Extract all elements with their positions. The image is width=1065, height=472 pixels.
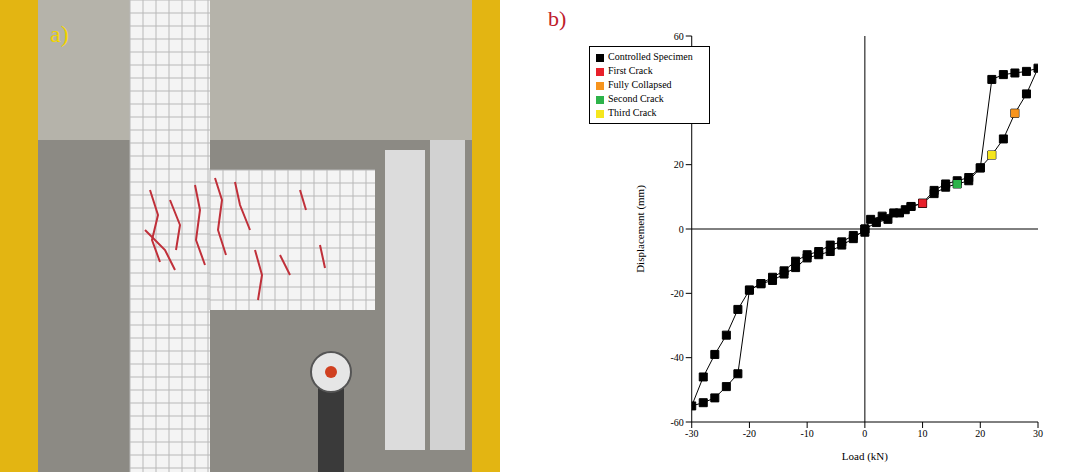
svg-text:-20: -20	[743, 428, 756, 439]
svg-text:40: 40	[674, 95, 684, 106]
svg-text:-60: -60	[670, 417, 683, 428]
svg-text:Load (kN): Load (kN)	[842, 450, 888, 463]
svg-text:60: 60	[674, 31, 684, 42]
html-text:Controlled Specimen: Controlled Specimen	[608, 51, 693, 62]
svg-text:-40: -40	[670, 352, 683, 363]
html-text:Fully Collapsed: Fully Collapsed	[608, 79, 672, 90]
html-text:First Crack: First Crack	[608, 65, 653, 76]
svg-text:20: 20	[674, 159, 684, 170]
svg-text:Displacement (mm): Displacement (mm)	[634, 185, 647, 273]
svg-text:-30: -30	[685, 428, 698, 439]
html-text:b): b)	[548, 6, 567, 31]
html-text:Third Crack: Third Crack	[608, 107, 657, 118]
svg-text:-20: -20	[670, 288, 683, 299]
svg-text:30: 30	[1033, 428, 1043, 439]
html-text:Second Crack: Second Crack	[608, 93, 664, 104]
svg-text:0: 0	[862, 428, 867, 439]
svg-text:-10: -10	[800, 428, 813, 439]
svg-text:a): a)	[50, 21, 69, 47]
svg-text:0: 0	[679, 224, 684, 235]
svg-text:10: 10	[918, 428, 928, 439]
svg-text:20: 20	[975, 428, 985, 439]
